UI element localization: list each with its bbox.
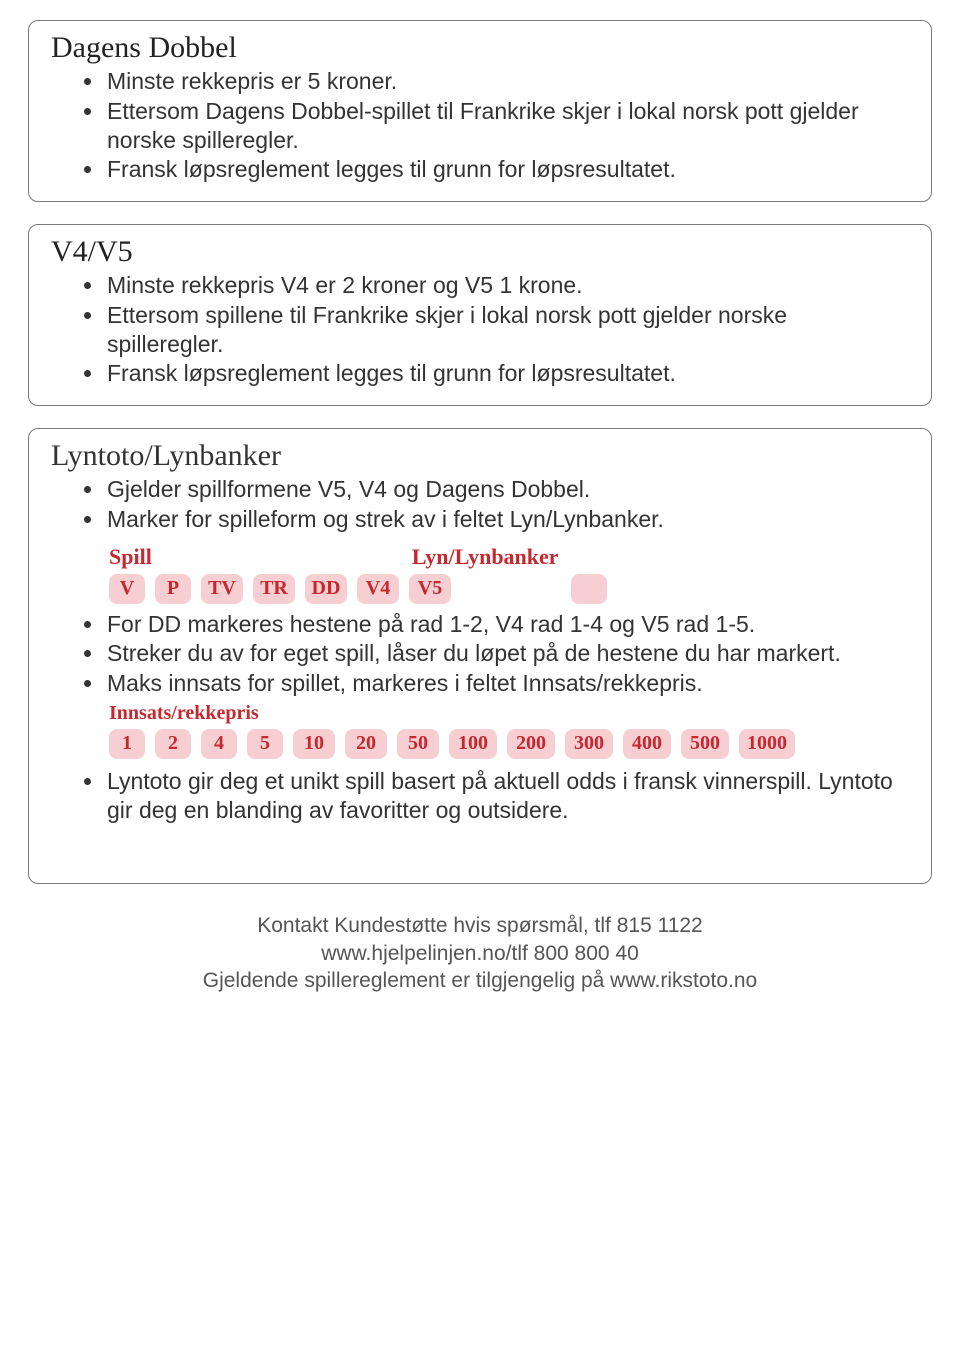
bullet-list: For DD markeres hestene på rad 1-2, V4 r… — [51, 610, 909, 698]
chip-20: 20 — [345, 729, 387, 759]
chip-200: 200 — [507, 729, 555, 759]
bullet-list: Minste rekkepris er 5 kroner. Ettersom D… — [51, 67, 909, 184]
chip-v4: V4 — [357, 574, 399, 604]
lynbanker-header: Lyn/Lynbanker — [412, 544, 559, 570]
section-title: Lyntoto/Lynbanker — [51, 439, 909, 473]
list-item: Gjelder spillformene V5, V4 og Dagens Do… — [105, 475, 909, 504]
chip-5: 5 — [247, 729, 283, 759]
chip-dd: DD — [305, 574, 347, 604]
chip-500: 500 — [681, 729, 729, 759]
chip-50: 50 — [397, 729, 439, 759]
chip-300: 300 — [565, 729, 613, 759]
list-item: Maks innsats for spillet, markeres i fel… — [105, 669, 909, 698]
list-item: Fransk løpsreglement legges til grunn fo… — [105, 359, 909, 388]
footer-line: Gjeldende spillereglement er tilgjengeli… — [28, 967, 932, 994]
spill-chip-row: V P TV TR DD V4 V5 — [109, 574, 909, 604]
footer: Kontakt Kundestøtte hvis spørsmål, tlf 8… — [28, 912, 932, 994]
list-item: Marker for spilleform og strek av i felt… — [105, 505, 909, 534]
bullet-list: Lyntoto gir deg et unikt spill basert på… — [51, 767, 909, 825]
innsats-header: Innsats/rekkepris — [109, 702, 909, 725]
list-item: Minste rekkepris V4 er 2 kroner og V5 1 … — [105, 271, 909, 300]
list-item: Ettersom Dagens Dobbel-spillet til Frank… — [105, 97, 909, 155]
list-item: Fransk løpsreglement legges til grunn fo… — [105, 155, 909, 184]
spill-header: Spill — [109, 544, 152, 570]
footer-line: Kontakt Kundestøtte hvis spørsmål, tlf 8… — [28, 912, 932, 939]
section-title: V4/V5 — [51, 235, 909, 269]
list-item: Minste rekkepris er 5 kroner. — [105, 67, 909, 96]
chip-v5: V5 — [409, 574, 451, 604]
chip-10: 10 — [293, 729, 335, 759]
list-item: Streker du av for eget spill, låser du l… — [105, 639, 909, 668]
footer-line: www.hjelpelinjen.no/tlf 800 800 40 — [28, 940, 932, 967]
section-v4v5: V4/V5 Minste rekkepris V4 er 2 kroner og… — [28, 224, 932, 406]
spill-example: Spill Lyn/Lynbanker V P TV TR DD V4 V5 — [109, 544, 909, 604]
innsats-example: Innsats/rekkepris 1 2 4 5 10 20 50 100 2… — [109, 702, 909, 759]
chip-400: 400 — [623, 729, 671, 759]
list-item: For DD markeres hestene på rad 1-2, V4 r… — [105, 610, 909, 639]
chip-1: 1 — [109, 729, 145, 759]
section-title: Dagens Dobbel — [51, 31, 909, 65]
chip-v: V — [109, 574, 145, 604]
chip-tv: TV — [201, 574, 243, 604]
bullet-list: Gjelder spillformene V5, V4 og Dagens Do… — [51, 475, 909, 534]
list-item: Lyntoto gir deg et unikt spill basert på… — [105, 767, 909, 825]
chip-100: 100 — [449, 729, 497, 759]
chip-lynbanker-empty — [571, 574, 607, 604]
chip-4: 4 — [201, 729, 237, 759]
innsats-chip-row: 1 2 4 5 10 20 50 100 200 300 400 500 100… — [109, 729, 909, 759]
bullet-list: Minste rekkepris V4 er 2 kroner og V5 1 … — [51, 271, 909, 388]
section-dagens-dobbel: Dagens Dobbel Minste rekkepris er 5 kron… — [28, 20, 932, 202]
section-lyntoto: Lyntoto/Lynbanker Gjelder spillformene V… — [28, 428, 932, 884]
list-item: Ettersom spillene til Frankrike skjer i … — [105, 301, 909, 359]
chip-tr: TR — [253, 574, 295, 604]
chip-1000: 1000 — [739, 729, 795, 759]
chip-2: 2 — [155, 729, 191, 759]
example-headers: Spill Lyn/Lynbanker — [109, 544, 909, 570]
chip-p: P — [155, 574, 191, 604]
